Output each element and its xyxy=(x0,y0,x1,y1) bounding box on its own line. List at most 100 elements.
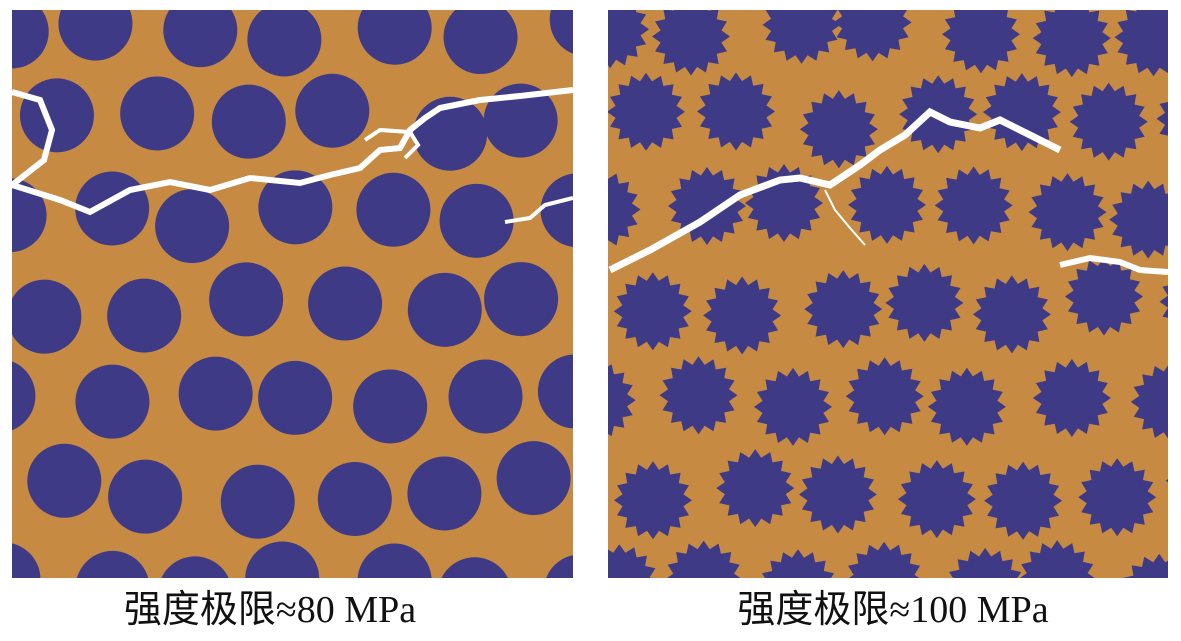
inclusion xyxy=(357,10,432,65)
inclusion xyxy=(754,367,832,446)
inclusion xyxy=(441,557,508,578)
inclusion xyxy=(120,76,195,151)
panel-circular xyxy=(12,10,573,578)
inclusion xyxy=(885,263,964,342)
inclusion xyxy=(1028,173,1107,252)
inclusion xyxy=(317,462,392,537)
inclusion xyxy=(439,183,514,258)
inclusion xyxy=(608,364,636,437)
inclusion xyxy=(984,461,1063,540)
inclusion xyxy=(613,272,692,351)
inclusion xyxy=(12,178,47,253)
inclusion xyxy=(804,270,883,349)
crack-branch xyxy=(1059,254,1168,275)
inclusion xyxy=(549,10,573,54)
inclusion xyxy=(942,10,1020,74)
inclusion xyxy=(247,10,322,77)
crack-branch xyxy=(824,189,866,246)
inclusion xyxy=(1069,82,1148,161)
inclusion xyxy=(608,10,650,69)
inclusion xyxy=(982,73,1061,152)
inclusion xyxy=(762,549,834,578)
inclusion xyxy=(108,459,183,534)
inclusion xyxy=(356,172,431,247)
inclusion xyxy=(496,441,571,516)
crack xyxy=(608,107,1062,274)
panel-gear xyxy=(608,10,1168,578)
inclusions xyxy=(608,10,1168,578)
inclusion xyxy=(76,550,149,578)
inclusion xyxy=(798,455,877,534)
inclusion xyxy=(245,541,320,578)
inclusion xyxy=(848,165,926,244)
inclusion xyxy=(1130,365,1168,439)
inclusion xyxy=(75,364,150,439)
crack-branch xyxy=(363,127,421,160)
inclusion xyxy=(258,170,333,245)
caption: 强度极限≈100 MPa xyxy=(737,589,1048,631)
inclusion xyxy=(848,541,921,578)
inclusion xyxy=(799,90,878,169)
inclusion xyxy=(608,72,685,151)
inclusion xyxy=(927,367,1006,446)
inclusion xyxy=(12,10,49,69)
inclusion xyxy=(211,84,286,159)
inclusion xyxy=(1165,478,1168,483)
inclusion xyxy=(608,544,656,578)
inclusion xyxy=(209,262,284,337)
inclusion xyxy=(897,460,976,539)
inclusion xyxy=(652,10,730,76)
inclusion xyxy=(407,272,482,347)
inclusion xyxy=(972,275,1051,354)
inclusion xyxy=(546,555,573,578)
caption: 强度极限≈80 MPa xyxy=(124,589,416,631)
crack-branch xyxy=(504,196,573,224)
inclusion xyxy=(155,189,230,264)
inclusion xyxy=(220,464,295,539)
inclusion xyxy=(448,359,523,434)
inclusion xyxy=(58,10,133,61)
inclusion xyxy=(295,73,370,148)
inclusion xyxy=(703,276,782,355)
inclusion xyxy=(540,173,573,247)
inclusion xyxy=(19,78,94,153)
inclusion xyxy=(934,166,1013,245)
inclusion xyxy=(1078,458,1157,537)
inclusion xyxy=(178,356,253,431)
inclusion xyxy=(12,361,36,431)
inclusion xyxy=(1159,285,1168,318)
inclusion xyxy=(12,543,41,578)
inclusion xyxy=(833,10,912,62)
inclusion xyxy=(666,540,741,578)
inclusions xyxy=(12,10,573,578)
inclusion xyxy=(357,543,432,578)
inclusion xyxy=(353,369,428,444)
inclusion xyxy=(107,278,182,353)
inclusion xyxy=(1032,359,1111,437)
crack xyxy=(12,87,573,216)
inclusion xyxy=(614,461,692,540)
inclusion xyxy=(443,10,518,75)
inclusion xyxy=(27,443,102,518)
inclusion xyxy=(537,354,573,429)
inclusion xyxy=(1019,540,1095,578)
inclusion xyxy=(1065,257,1143,336)
inclusion xyxy=(484,262,559,337)
inclusion xyxy=(1109,180,1168,259)
inclusion xyxy=(1156,91,1168,147)
inclusion xyxy=(161,556,229,578)
inclusion xyxy=(608,173,641,246)
inclusion xyxy=(697,72,775,151)
inclusion xyxy=(659,356,738,435)
inclusion xyxy=(163,10,238,68)
inclusion xyxy=(762,10,841,64)
inclusion xyxy=(258,360,333,435)
inclusion xyxy=(12,279,82,354)
inclusion xyxy=(949,547,1022,578)
inclusion xyxy=(407,456,482,531)
inclusion xyxy=(716,449,795,528)
inclusion xyxy=(1123,553,1168,578)
inclusion xyxy=(745,164,823,242)
